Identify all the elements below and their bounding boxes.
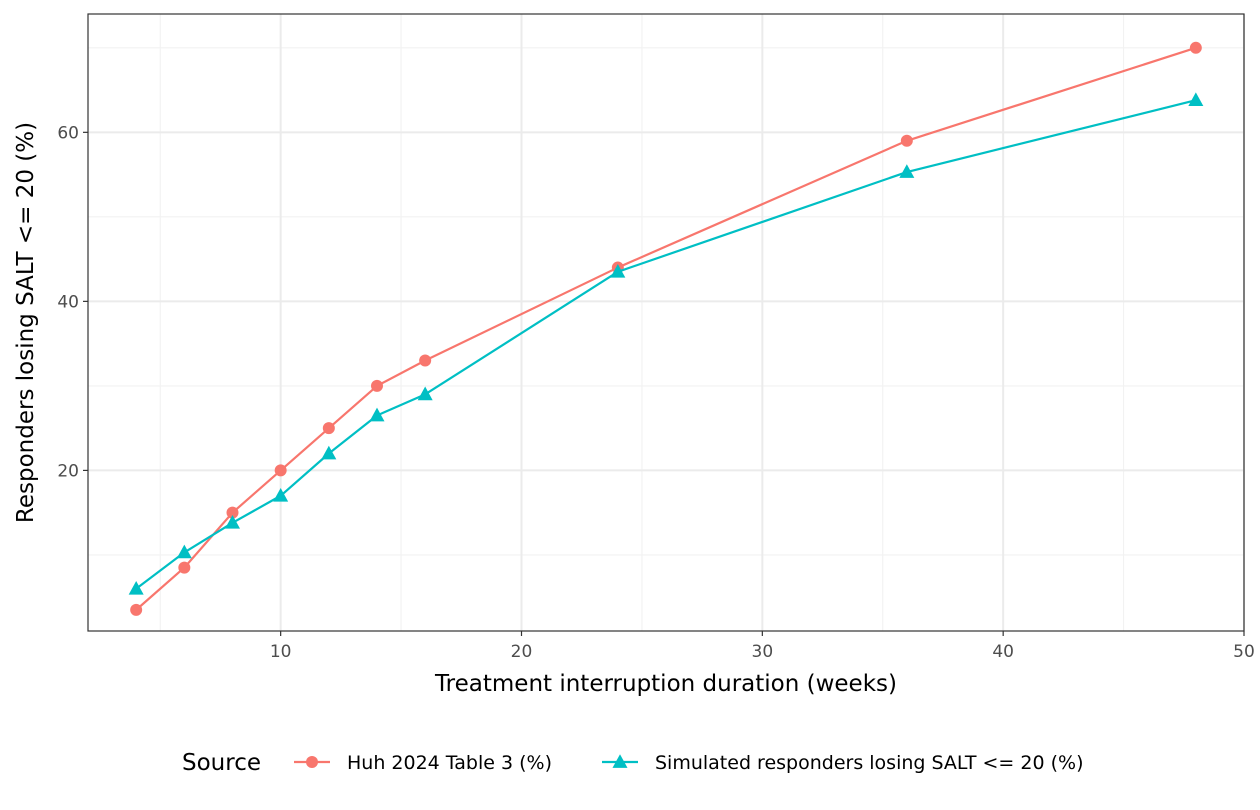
series-1-line [135,99,1197,590]
series-0-point [1189,41,1202,54]
plot-panel-border [87,13,1245,632]
series-0 [130,41,1202,616]
series-layer [128,41,1204,616]
series-0-point [322,422,335,435]
legend-key-simulated [602,754,638,768]
legend: Source Huh 2024 Table 3 (%) Simulated re… [182,750,1083,776]
series-1-point [417,386,433,401]
y-tick-label: 20 [57,461,79,481]
legend-key-marker [306,756,318,768]
legend-label-simulated: Simulated responders losing SALT <= 20 (… [655,752,1083,774]
series-1-point [225,515,240,529]
series-1-point [176,544,192,559]
series-0-point [274,464,287,477]
series-0-point [900,134,913,147]
series-0-line [135,46,1197,611]
series-0-point [371,379,383,392]
series-1-point [321,445,337,460]
series-1-point [1188,92,1204,107]
series-1-point [610,263,626,278]
series-0-point [178,561,191,574]
y-axis-title: Responders losing SALT <= 20 (%) [13,122,39,523]
legend-label-huh-2024: Huh 2024 Table 3 (%) [347,752,552,774]
y-tick-label: 60 [57,123,79,143]
x-axis: 10 20 30 40 50 [270,631,1255,662]
legend-title: Source [182,750,261,776]
series-1 [128,92,1204,595]
series-1-point [128,580,144,595]
x-tick-label: 50 [1233,642,1255,662]
series-1-point [369,407,385,422]
series-1-point [899,164,915,178]
series-1-point [273,487,289,502]
x-tick-label: 20 [511,642,533,662]
y-tick-label: 40 [57,292,79,312]
legend-key-marker [612,754,628,768]
series-0-point [419,354,432,367]
x-tick-label: 40 [992,642,1014,662]
x-tick-label: 10 [270,642,292,662]
y-axis: 20 40 60 [57,123,88,481]
x-axis-title: Treatment interruption duration (weeks) [434,671,897,697]
series-0-point [226,506,239,519]
x-tick-label: 30 [752,642,774,662]
series-0-point [130,603,143,616]
legend-key-huh-2024 [294,756,330,768]
